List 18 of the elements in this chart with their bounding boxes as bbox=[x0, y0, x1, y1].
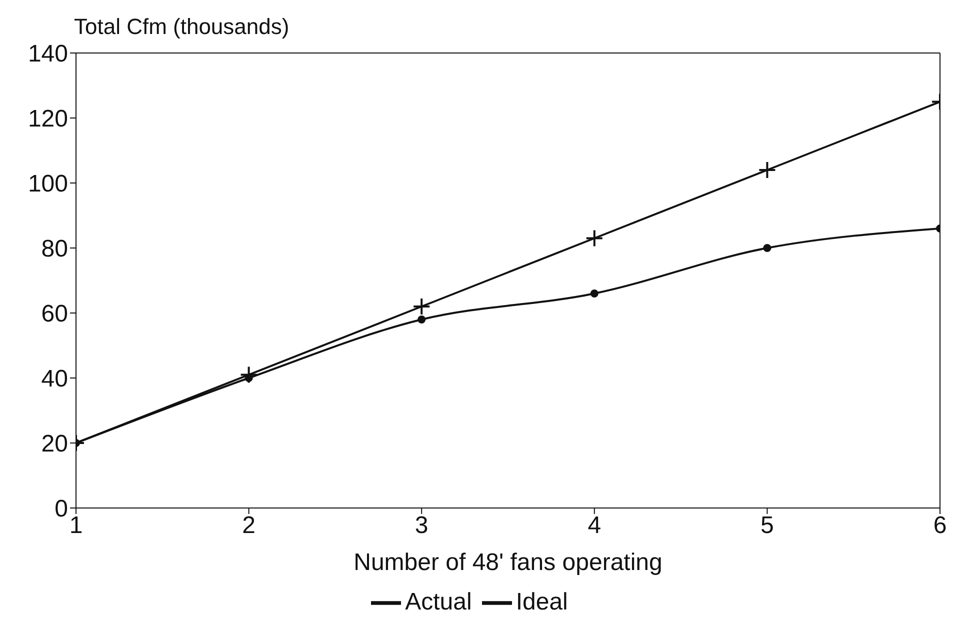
y-tick-label: 60 bbox=[41, 300, 68, 328]
x-tick-label: 5 bbox=[760, 512, 774, 540]
y-tick-label: 120 bbox=[28, 106, 68, 133]
x-tick-label: 2 bbox=[242, 512, 256, 540]
y-tick-label: 20 bbox=[41, 430, 68, 458]
x-tick-label: 3 bbox=[414, 512, 428, 540]
x-axis-title: Number of 48' fans operating bbox=[354, 549, 662, 576]
y-tick-label: 100 bbox=[28, 170, 68, 198]
legend-label: Ideal bbox=[516, 588, 568, 616]
x-tick-label: 6 bbox=[933, 512, 947, 540]
y-tick-label: 0 bbox=[54, 496, 68, 523]
y-tick-label: 80 bbox=[41, 236, 68, 263]
y-axis-title: Total Cfm (thousands) bbox=[74, 14, 290, 40]
x-tick-label: 4 bbox=[588, 512, 602, 540]
legend-label: Actual bbox=[405, 588, 472, 616]
y-tick-label: 140 bbox=[28, 40, 68, 68]
x-tick-label: 1 bbox=[69, 512, 83, 540]
y-tick-label: 40 bbox=[41, 366, 68, 393]
